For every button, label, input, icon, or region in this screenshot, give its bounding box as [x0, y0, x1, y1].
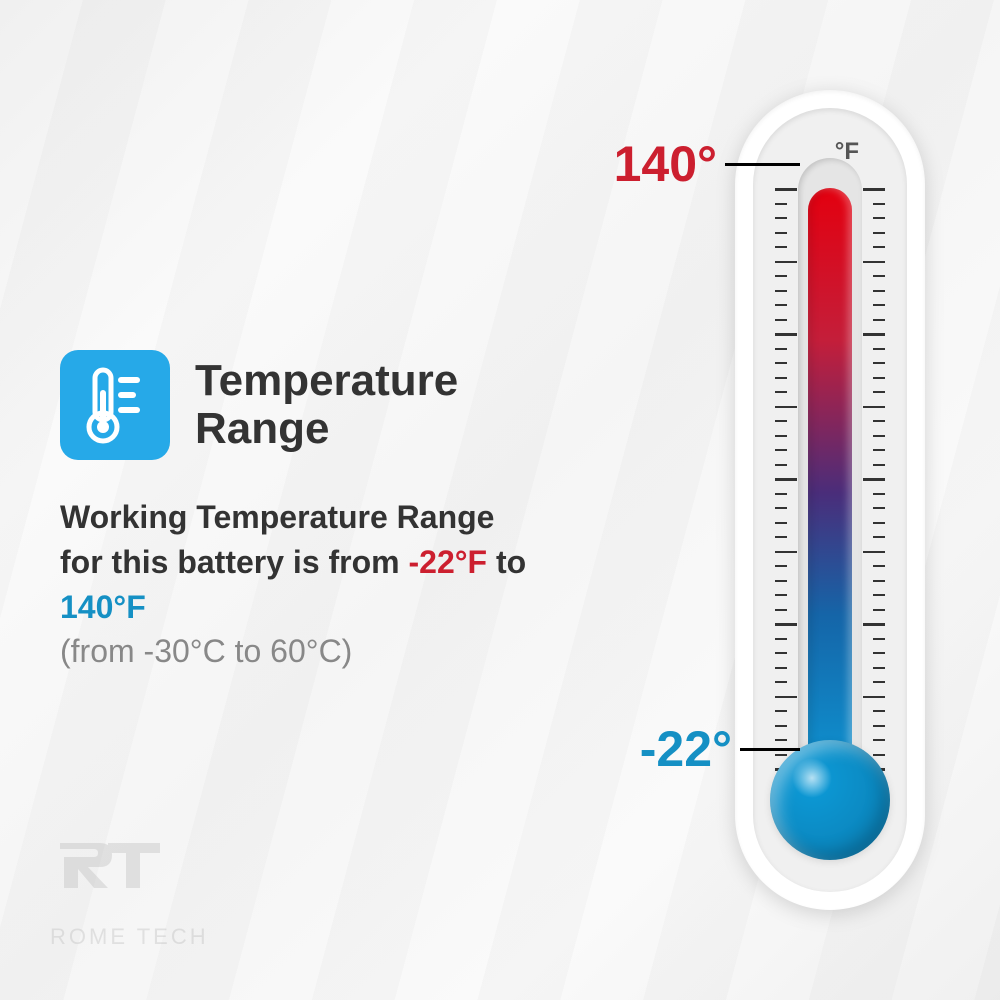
- tick-mark: [873, 536, 885, 538]
- tick-mark: [775, 377, 787, 379]
- thermometer-body: °F: [735, 90, 925, 910]
- tick-mark: [863, 333, 885, 336]
- tick-mark: [873, 290, 885, 292]
- tick-mark: [873, 565, 885, 567]
- tick-mark: [873, 377, 885, 379]
- tick-mark: [873, 580, 885, 582]
- tick-mark: [775, 623, 797, 626]
- logo: ROME TECH: [50, 833, 209, 950]
- tick-mark: [873, 203, 885, 205]
- tick-mark: [873, 594, 885, 596]
- tick-mark: [775, 391, 787, 393]
- tick-mark: [873, 319, 885, 321]
- tick-mark: [775, 348, 787, 350]
- tick-mark: [775, 246, 787, 248]
- tick-mark: [775, 522, 787, 524]
- tick-mark: [775, 435, 787, 437]
- desc-middle: to: [487, 544, 526, 580]
- desc-celsius: (from -30°C to 60°C): [60, 633, 352, 669]
- low-marker: -22°: [640, 720, 800, 778]
- tick-mark: [863, 406, 885, 409]
- tick-mark: [775, 362, 787, 364]
- tick-mark: [775, 536, 787, 538]
- tick-mark: [863, 188, 885, 191]
- tick-mark: [873, 739, 885, 741]
- tick-mark: [775, 261, 797, 264]
- tick-mark: [873, 710, 885, 712]
- tick-mark: [775, 333, 797, 336]
- tick-mark: [775, 319, 787, 321]
- tick-mark: [873, 754, 885, 756]
- tick-mark: [775, 638, 787, 640]
- thermometer: °F: [720, 90, 940, 910]
- tick-mark: [863, 623, 885, 626]
- tick-mark: [873, 449, 885, 451]
- tick-mark: [873, 232, 885, 234]
- tick-mark: [873, 522, 885, 524]
- tick-mark: [863, 478, 885, 481]
- tick-mark: [873, 464, 885, 466]
- tick-mark: [873, 725, 885, 727]
- low-marker-line: [740, 748, 800, 751]
- tick-mark: [873, 246, 885, 248]
- tick-mark: [775, 565, 787, 567]
- tick-mark: [775, 609, 787, 611]
- tick-mark: [775, 217, 787, 219]
- title-row: Temperature Range: [60, 350, 540, 460]
- tick-mark: [873, 391, 885, 393]
- tick-mark: [873, 304, 885, 306]
- title: Temperature Range: [195, 357, 540, 454]
- tick-mark: [873, 493, 885, 495]
- tick-mark: [873, 348, 885, 350]
- tick-mark: [873, 638, 885, 640]
- tick-mark: [775, 594, 787, 596]
- tick-mark: [873, 507, 885, 509]
- tick-mark: [873, 667, 885, 669]
- tick-mark: [775, 478, 797, 481]
- tick-mark: [775, 551, 797, 554]
- high-marker: 140°: [614, 135, 800, 193]
- high-temp-label: 140°: [614, 135, 717, 193]
- thermometer-icon-box: [60, 350, 170, 460]
- tick-mark: [775, 696, 797, 699]
- tick-mark: [775, 464, 787, 466]
- tick-mark: [775, 507, 787, 509]
- tick-mark: [775, 710, 787, 712]
- high-marker-line: [725, 163, 800, 166]
- logo-text: ROME TECH: [50, 924, 209, 950]
- tick-mark: [873, 435, 885, 437]
- tick-mark: [873, 681, 885, 683]
- low-temp-label: -22°: [640, 720, 732, 778]
- tick-mark: [775, 493, 787, 495]
- tick-mark: [775, 580, 787, 582]
- logo-icon: [50, 833, 170, 913]
- desc-cold-value: -22°F: [409, 544, 488, 580]
- tick-mark: [775, 275, 787, 277]
- tick-mark: [873, 609, 885, 611]
- tick-mark: [775, 290, 787, 292]
- tick-marks: [775, 188, 885, 768]
- tick-mark: [775, 681, 787, 683]
- tick-mark: [873, 362, 885, 364]
- tick-mark: [775, 232, 787, 234]
- tick-mark: [775, 420, 787, 422]
- description: Working Temperature Range for this batte…: [60, 495, 540, 674]
- tick-mark: [873, 275, 885, 277]
- desc-hot-value: 140°F: [60, 589, 146, 625]
- tick-mark: [863, 696, 885, 699]
- thermometer-icon: [85, 365, 145, 445]
- left-content: Temperature Range Working Temperature Ra…: [60, 350, 540, 674]
- tick-mark: [863, 261, 885, 264]
- tick-mark: [775, 667, 787, 669]
- tick-mark: [775, 304, 787, 306]
- tick-mark: [775, 406, 797, 409]
- tick-mark: [775, 203, 787, 205]
- tick-mark: [775, 449, 787, 451]
- tick-mark: [775, 652, 787, 654]
- tick-mark: [873, 652, 885, 654]
- tick-mark: [863, 551, 885, 554]
- tick-mark: [873, 420, 885, 422]
- tick-mark: [873, 217, 885, 219]
